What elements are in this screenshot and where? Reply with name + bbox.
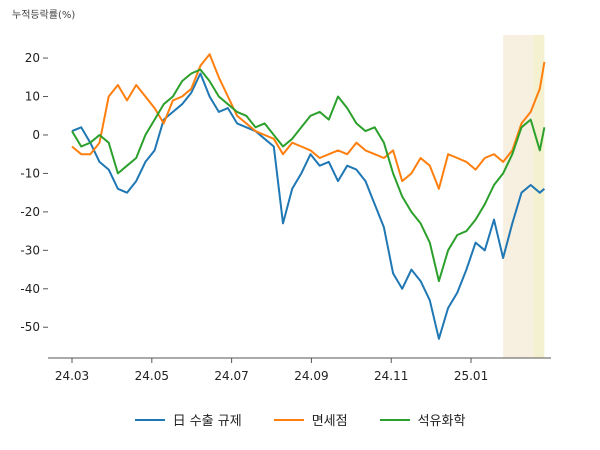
x-tick-label-24.07: 24.07 (214, 369, 248, 383)
y-tick-label--10: -10 (20, 166, 40, 180)
y-axis-title: 누적등락률(%) (12, 10, 76, 21)
y-tick-label--50: -50 (20, 320, 40, 334)
y-tick-label-20: 20 (25, 51, 40, 65)
legend-item-2: 면세점 (273, 410, 348, 429)
x-tick-label-24.11: 24.11 (374, 369, 408, 383)
x-tick-label-25.01: 25.01 (454, 369, 488, 383)
highlight-band-2 (533, 35, 545, 358)
legend-swatch-3 (379, 418, 410, 421)
highlight-band-1 (503, 35, 534, 358)
legend-swatch-2 (273, 418, 304, 421)
legend-label-1: 日 수출 규제 (172, 414, 242, 429)
legend: 日 수출 규제 면세점 석유화학 (0, 410, 600, 429)
x-tick-label-24.05: 24.05 (135, 369, 169, 383)
y-tick-label--30: -30 (20, 243, 40, 257)
y-tick-label-0: 0 (32, 128, 40, 142)
legend-label-3: 석유화학 (417, 414, 466, 429)
legend-item-3: 석유화학 (379, 410, 466, 429)
legend-label-2: 면세점 (311, 414, 348, 429)
legend-item-1: 日 수출 규제 (134, 410, 242, 429)
x-tick-label-24.09: 24.09 (294, 369, 328, 383)
series-line-2 (71, 53, 546, 190)
series-line-3 (71, 68, 546, 283)
x-tick-label-24.03: 24.03 (55, 369, 89, 383)
y-tick-label--40: -40 (20, 282, 40, 296)
legend-swatch-1 (134, 418, 165, 421)
y-tick-label--20: -20 (20, 205, 40, 219)
y-tick-label-10: 10 (25, 90, 40, 104)
series-line-1 (71, 72, 546, 340)
